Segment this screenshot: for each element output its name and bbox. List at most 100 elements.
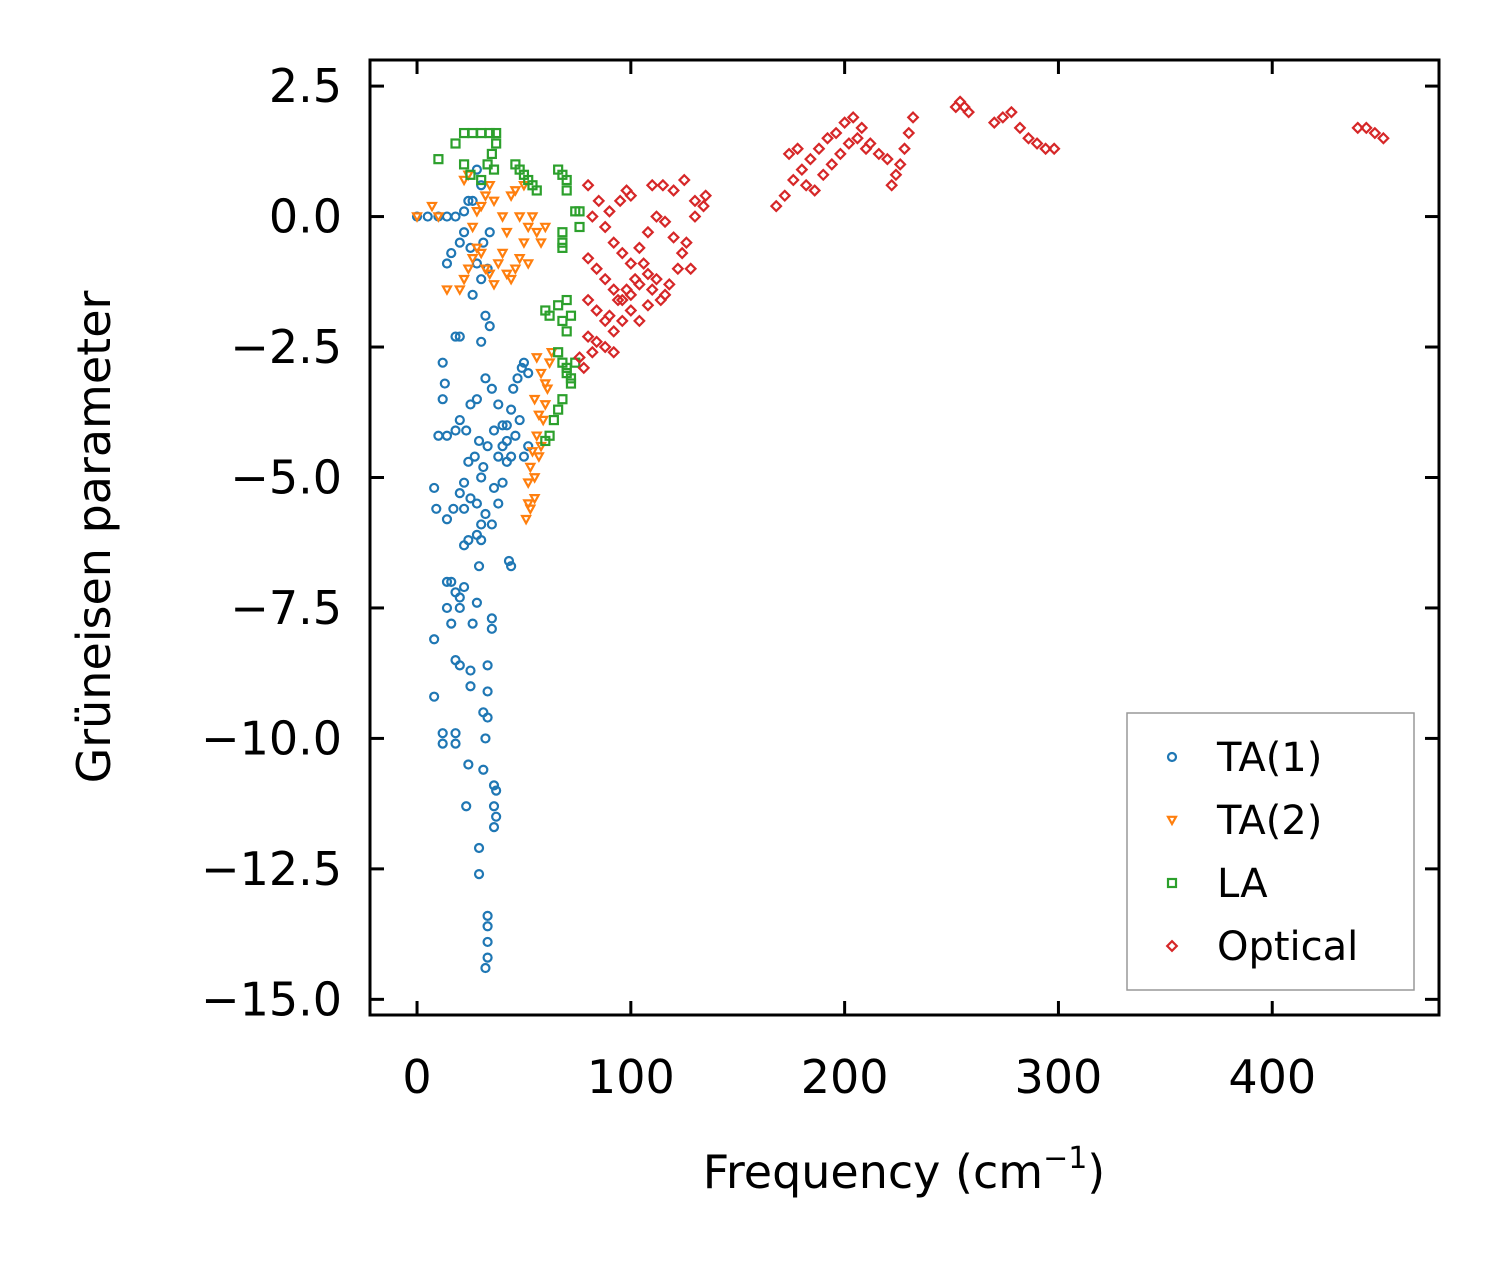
point-ta-1 bbox=[454, 488, 465, 499]
point-optical bbox=[662, 278, 676, 291]
point-ta-1 bbox=[439, 378, 450, 389]
point-ta-1 bbox=[467, 618, 478, 629]
point-optical bbox=[688, 210, 702, 223]
point-ta-1 bbox=[458, 581, 470, 593]
legend-marker-la bbox=[1166, 877, 1178, 889]
point-optical bbox=[846, 111, 860, 124]
point-ta-1 bbox=[523, 368, 534, 379]
y-tick-label: −15.0 bbox=[201, 972, 342, 1026]
point-la bbox=[488, 164, 500, 175]
point-optical bbox=[1047, 142, 1061, 156]
point-ta-2 bbox=[518, 238, 530, 249]
point-optical bbox=[769, 199, 783, 213]
point-ta-2 bbox=[528, 473, 541, 484]
point-optical bbox=[613, 194, 627, 208]
point-optical bbox=[778, 189, 792, 203]
point-ta-2 bbox=[509, 186, 522, 197]
point-ta-2 bbox=[492, 259, 505, 270]
point-la bbox=[565, 310, 577, 321]
point-ta-1 bbox=[480, 508, 491, 520]
point-la bbox=[450, 138, 461, 149]
point-ta-2 bbox=[535, 238, 547, 249]
point-optical bbox=[590, 335, 603, 349]
point-ta-1 bbox=[516, 362, 527, 373]
point-ta-1 bbox=[476, 535, 487, 546]
point-ta-2 bbox=[458, 274, 470, 286]
point-ta-1 bbox=[512, 373, 523, 384]
point-la bbox=[482, 159, 493, 170]
point-ta-2 bbox=[496, 212, 509, 223]
point-ta-1 bbox=[480, 733, 491, 744]
point-ta-2 bbox=[539, 400, 552, 411]
point-ta-2 bbox=[513, 212, 526, 223]
point-ta-1 bbox=[486, 623, 497, 634]
point-ta-1 bbox=[454, 660, 465, 671]
point-ta-1 bbox=[431, 503, 442, 514]
point-optical bbox=[615, 246, 629, 260]
point-ta-1 bbox=[437, 728, 448, 739]
point-optical bbox=[1368, 126, 1382, 140]
point-ta-1 bbox=[446, 247, 457, 259]
point-optical bbox=[590, 304, 603, 317]
point-la bbox=[574, 221, 585, 233]
point-ta-1 bbox=[422, 211, 433, 222]
point-ta-1 bbox=[482, 952, 493, 963]
point-la bbox=[458, 127, 470, 139]
legend-label-la: LA bbox=[1217, 861, 1268, 907]
point-ta-2 bbox=[411, 212, 423, 223]
x-axis-title: Frequency (cm−1) bbox=[703, 1141, 1106, 1199]
point-ta-1 bbox=[486, 613, 497, 624]
point-la bbox=[484, 127, 495, 139]
point-la bbox=[465, 169, 476, 180]
point-optical bbox=[842, 137, 856, 150]
point-la bbox=[561, 362, 572, 373]
point-ta-2 bbox=[539, 379, 552, 390]
point-ta-2 bbox=[530, 431, 543, 443]
point-optical bbox=[855, 121, 869, 135]
point-la bbox=[476, 174, 487, 186]
point-optical bbox=[898, 142, 911, 156]
point-la bbox=[557, 394, 568, 405]
legend-label-optical: Optical bbox=[1217, 924, 1358, 970]
point-ta-1 bbox=[441, 430, 453, 441]
point-optical bbox=[611, 293, 625, 307]
point-ta-1 bbox=[433, 430, 444, 441]
point-optical bbox=[893, 158, 907, 171]
plot-frame bbox=[368, 58, 1441, 1017]
point-optical bbox=[799, 178, 813, 192]
y-tick-label: −12.5 bbox=[201, 842, 342, 896]
point-optical bbox=[603, 309, 616, 323]
point-ta-1 bbox=[471, 394, 482, 405]
point-optical bbox=[697, 199, 710, 213]
point-ta-1 bbox=[473, 842, 485, 854]
point-ta-2 bbox=[530, 227, 543, 239]
point-ta-1 bbox=[450, 331, 461, 342]
point-ta-2 bbox=[458, 175, 470, 187]
point-ta-1 bbox=[454, 414, 465, 426]
point-optical bbox=[656, 178, 670, 192]
point-ta-1 bbox=[480, 373, 491, 384]
point-optical bbox=[624, 304, 638, 317]
point-ta-2 bbox=[466, 222, 479, 234]
point-ta-2 bbox=[483, 269, 496, 281]
point-ta-2 bbox=[471, 207, 483, 218]
point-ta-1 bbox=[454, 602, 465, 614]
point-ta-1 bbox=[473, 435, 485, 447]
point-ta-1 bbox=[518, 451, 530, 462]
point-ta-2 bbox=[471, 243, 483, 255]
point-ta-1 bbox=[506, 404, 517, 415]
point-la bbox=[531, 185, 542, 196]
point-optical bbox=[598, 272, 612, 286]
point-ta-1 bbox=[465, 399, 476, 410]
x-tick-label: 200 bbox=[801, 1050, 889, 1104]
point-ta-1 bbox=[458, 477, 470, 488]
point-ta-1 bbox=[476, 472, 487, 483]
point-ta-1 bbox=[437, 738, 448, 749]
point-optical bbox=[684, 262, 698, 276]
point-optical bbox=[808, 184, 822, 197]
point-ta-1 bbox=[523, 441, 534, 452]
point-la bbox=[557, 315, 568, 327]
x-tick-label: 300 bbox=[1015, 1050, 1103, 1104]
point-optical bbox=[667, 231, 680, 244]
point-ta-2 bbox=[426, 201, 438, 213]
